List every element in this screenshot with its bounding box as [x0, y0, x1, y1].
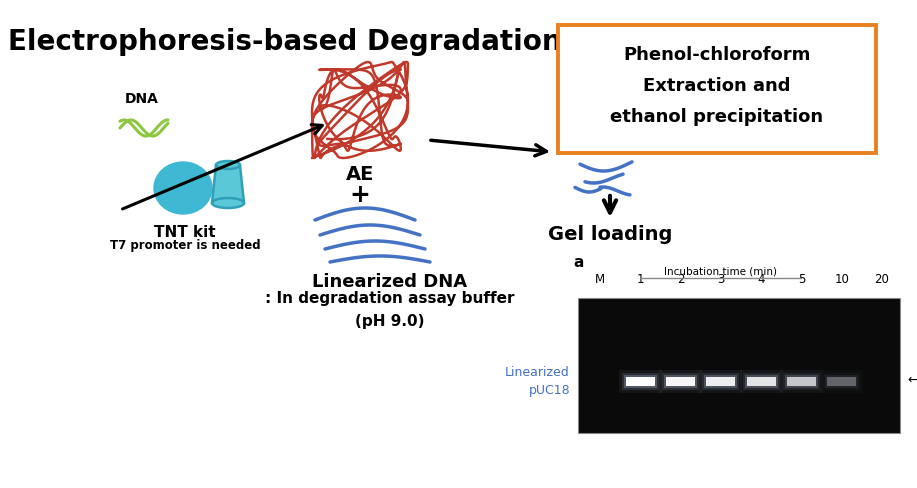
Polygon shape [212, 165, 244, 203]
Text: : In degradation assay buffer
(pH 9.0): : In degradation assay buffer (pH 9.0) [265, 291, 514, 329]
Bar [700, 370, 743, 393]
Text: DNA: DNA [125, 92, 159, 106]
Text: Gel loading: Gel loading [547, 225, 672, 244]
Ellipse shape [154, 162, 212, 214]
Ellipse shape [216, 161, 240, 169]
Bar [745, 375, 778, 387]
Text: TNT kit: TNT kit [154, 225, 215, 240]
Ellipse shape [212, 198, 244, 208]
Text: M: M [595, 273, 605, 286]
Text: 4: 4 [757, 273, 765, 286]
Text: 3: 3 [717, 273, 724, 286]
Text: 20: 20 [875, 273, 889, 286]
Bar [820, 370, 863, 393]
Bar [743, 373, 779, 390]
Text: 2: 2 [677, 273, 684, 286]
Bar [740, 370, 782, 393]
Bar [706, 377, 735, 386]
Text: 10: 10 [834, 273, 849, 286]
Text: AE: AE [346, 165, 374, 184]
Text: 1: 1 [636, 273, 644, 286]
Bar [578, 298, 900, 433]
Bar [664, 375, 697, 387]
Text: Linearized DNA: Linearized DNA [313, 273, 468, 291]
Bar [823, 373, 860, 390]
Bar [666, 377, 695, 386]
Bar [625, 377, 655, 386]
Bar [619, 370, 662, 393]
Text: ← L: ← L [908, 374, 917, 387]
Text: +: + [349, 183, 370, 207]
Bar [704, 375, 737, 387]
Text: 5: 5 [798, 273, 805, 286]
Bar [659, 370, 702, 393]
Bar [827, 377, 856, 386]
Text: T7 promoter is needed: T7 promoter is needed [110, 239, 260, 252]
Bar [702, 373, 739, 390]
Bar [787, 377, 816, 386]
Bar [785, 375, 818, 387]
FancyBboxPatch shape [558, 25, 876, 153]
Text: Electrophoresis-based Degradation assay: Electrophoresis-based Degradation assay [8, 28, 659, 56]
Bar [622, 373, 658, 390]
Text: Phenol-chloroform
Extraction and
ethanol precipitation: Phenol-chloroform Extraction and ethanol… [611, 46, 823, 125]
Bar [783, 373, 820, 390]
Bar [662, 373, 699, 390]
Text: a: a [573, 255, 583, 270]
Bar [624, 375, 657, 387]
Bar [825, 375, 858, 387]
Bar [746, 377, 776, 386]
Text: Incubation time (min): Incubation time (min) [664, 266, 778, 276]
Text: Linearized
pUC18: Linearized pUC18 [505, 366, 570, 397]
Bar [780, 370, 823, 393]
